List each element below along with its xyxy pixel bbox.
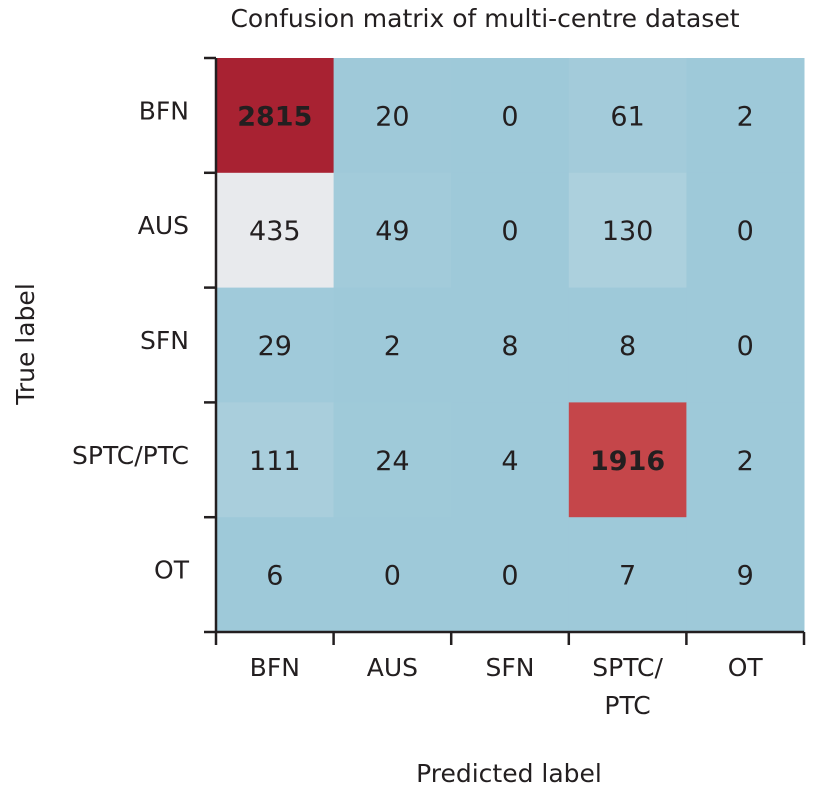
cell-value: 0	[501, 216, 518, 247]
cell-value: 29	[258, 331, 292, 362]
cell-value: 0	[384, 561, 401, 592]
heatmap-cell	[568, 172, 687, 289]
x-tick-label: OT	[728, 653, 764, 682]
heatmap-cell	[333, 402, 452, 518]
heatmap-cells	[216, 58, 805, 633]
y-axis-label: True label	[11, 283, 40, 406]
cell-value: 2815	[237, 101, 312, 132]
heatmap-cell	[568, 402, 687, 518]
heatmap-cell	[216, 58, 335, 174]
cell-values: 2815 20 0 61 2 435 49 0 130 0 29 2 8 8 0 111 24 4 1916 2 6 0 0…	[237, 101, 754, 591]
cell-value: 0	[737, 216, 754, 247]
heatmap-cell	[333, 287, 452, 403]
heatmap-cell	[686, 517, 805, 633]
y-ticks: BFN AUS SFN SPTC/PTC OT	[72, 56, 216, 634]
heatmap-cell	[216, 172, 335, 289]
y-tick-label: AUS	[138, 211, 189, 240]
x-tick-label: SPTC/PTC	[592, 653, 663, 720]
x-axis-label: Predicted label	[416, 759, 602, 788]
heatmap-cell	[568, 58, 687, 174]
heatmap-cell	[686, 287, 805, 403]
cell-value: 111	[249, 446, 301, 477]
cell-value: 7	[619, 561, 636, 592]
y-tick-label: SFN	[140, 326, 189, 355]
axes	[214, 58, 804, 634]
cell-value: 435	[249, 216, 301, 247]
x-tick-label: SFN	[486, 653, 535, 682]
chart-title: Confusion matrix of multi-centre dataset	[230, 4, 739, 33]
x-tick-label: BFN	[250, 653, 300, 682]
cell-value: 0	[501, 561, 518, 592]
cell-value: 8	[619, 331, 636, 362]
heatmap-cell	[451, 287, 570, 403]
y-tick-label: OT	[154, 556, 190, 585]
cell-value: 24	[375, 446, 409, 477]
cell-value: 0	[501, 101, 518, 132]
cell-value: 130	[602, 216, 654, 247]
heatmap-cell	[333, 517, 452, 633]
y-tick-label: SPTC/PTC	[72, 441, 189, 470]
cell-value: 2	[737, 446, 754, 477]
heatmap-cell	[451, 402, 570, 518]
cell-value: 0	[737, 331, 754, 362]
heatmap-cell	[451, 172, 570, 289]
heatmap-cell	[333, 58, 452, 174]
cell-value: 9	[737, 561, 754, 592]
heatmap-cell	[686, 402, 805, 518]
cell-value: 61	[610, 101, 644, 132]
y-tick-label: BFN	[139, 96, 189, 125]
heatmap-cell	[216, 517, 335, 633]
heatmap-cell	[451, 58, 570, 174]
cell-value: 20	[375, 101, 409, 132]
x-tick-label: AUS	[367, 653, 418, 682]
heatmap-cell	[686, 172, 805, 289]
heatmap-cell	[568, 287, 687, 403]
cell-value: 1916	[590, 446, 665, 477]
cell-value: 2	[384, 331, 401, 362]
cell-value: 4	[501, 446, 518, 477]
heatmap-cell	[568, 517, 687, 633]
cell-value: 2	[737, 101, 754, 132]
heatmap-cell	[216, 287, 335, 403]
x-ticks: BFN AUS SFN SPTC/PTC OT	[214, 632, 806, 720]
cell-value: 49	[375, 216, 409, 247]
heatmap-cell	[216, 402, 335, 518]
heatmap-cell	[686, 58, 805, 174]
heatmap-cell	[333, 172, 452, 289]
heatmap-cell	[451, 517, 570, 633]
cell-value: 6	[266, 561, 283, 592]
cell-value: 8	[501, 331, 518, 362]
